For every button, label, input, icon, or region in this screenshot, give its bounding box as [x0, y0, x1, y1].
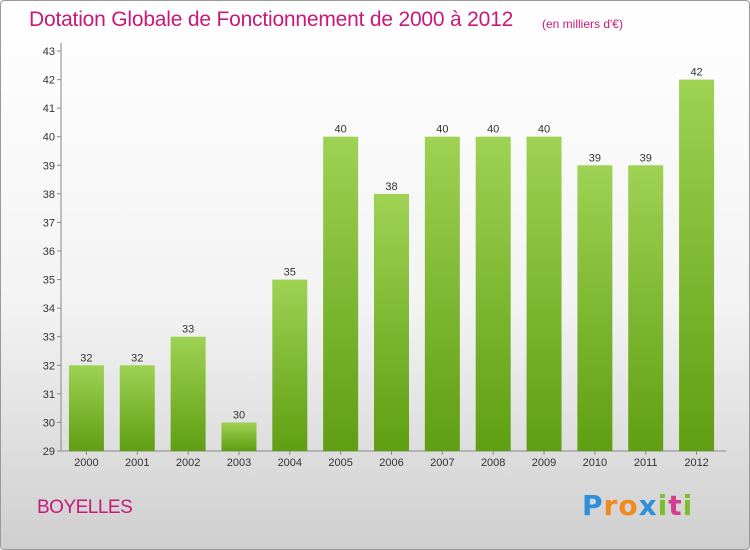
bar — [374, 193, 409, 451]
y-tick-label: 29 — [43, 446, 55, 458]
logo-letter: i — [682, 489, 694, 522]
chart-bars — [68, 79, 715, 452]
logo-letter: i — [657, 489, 669, 522]
y-tick-label: 42 — [43, 75, 55, 87]
bar — [170, 336, 206, 451]
chart-labels: 2000 32 2001 32 2002 33 2003 30 2004 35 2005 40 2006… — [74, 67, 709, 469]
y-tick-label: 35 — [43, 275, 55, 287]
y-tick-label: 36 — [43, 246, 55, 258]
bar-value-label: 38 — [385, 181, 397, 193]
x-tick-label: 2006 — [379, 457, 403, 469]
y-tick-label: 41 — [43, 103, 55, 115]
bar-value-label: 39 — [640, 152, 652, 164]
y-tick-label: 40 — [43, 132, 55, 144]
bar — [679, 79, 715, 452]
logo-letter: P — [582, 489, 604, 522]
x-tick-label: 2005 — [328, 457, 352, 469]
x-tick-label: 2001 — [125, 457, 149, 469]
logo-letter: r — [603, 489, 619, 522]
y-tick-label: 39 — [43, 160, 55, 172]
logo-letter: t — [668, 489, 683, 522]
y-tick-label: 43 — [43, 46, 55, 58]
bar — [323, 136, 359, 451]
bar-value-label: 30 — [233, 409, 245, 421]
proxiti-logo: Proxiti — [582, 489, 693, 522]
x-tick-label: 2012 — [684, 457, 708, 469]
x-tick-label: 2009 — [532, 457, 556, 469]
bar — [424, 136, 460, 451]
logo-letter: x — [638, 489, 658, 522]
x-tick-label: 2011 — [634, 457, 658, 469]
y-tick-label: 31 — [43, 389, 55, 401]
x-tick-label: 2010 — [583, 457, 607, 469]
bar — [221, 422, 257, 451]
bar-value-label: 32 — [131, 352, 143, 364]
x-tick-label: 2003 — [227, 457, 251, 469]
bar — [577, 165, 613, 452]
bar-value-label: 39 — [589, 152, 601, 164]
y-tick-label: 33 — [43, 332, 55, 344]
bar-value-label: 40 — [436, 124, 448, 136]
y-tick-label: 30 — [43, 417, 55, 429]
bar-value-label: 33 — [182, 324, 194, 336]
bar-value-label: 32 — [80, 352, 92, 364]
logo-letter: o — [618, 489, 639, 522]
y-tick-label: 38 — [43, 189, 55, 201]
bar — [119, 365, 155, 451]
bar-value-label: 40 — [538, 124, 550, 136]
bar — [628, 165, 664, 452]
bar — [475, 136, 511, 451]
bar-value-label: 40 — [335, 124, 347, 136]
commune-name: BOYELLES — [37, 497, 133, 518]
bar — [272, 279, 308, 451]
y-tick-label: 37 — [43, 217, 55, 229]
chart-unit: (en milliers d'€) — [542, 17, 623, 31]
bar-value-label: 42 — [690, 67, 702, 79]
x-tick-label: 2008 — [481, 457, 505, 469]
bar-value-label: 40 — [487, 124, 499, 136]
y-tick-label: 32 — [43, 360, 55, 372]
bar — [68, 365, 104, 451]
y-tick-label: 34 — [43, 303, 55, 315]
x-tick-label: 2007 — [430, 457, 454, 469]
x-tick-label: 2002 — [176, 457, 200, 469]
x-tick-label: 2000 — [74, 457, 98, 469]
x-tick-label: 2004 — [278, 457, 302, 469]
bar — [526, 136, 562, 451]
bar-value-label: 35 — [284, 267, 296, 279]
chart-title: Dotation Globale de Fonctionnement de 20… — [29, 8, 514, 31]
